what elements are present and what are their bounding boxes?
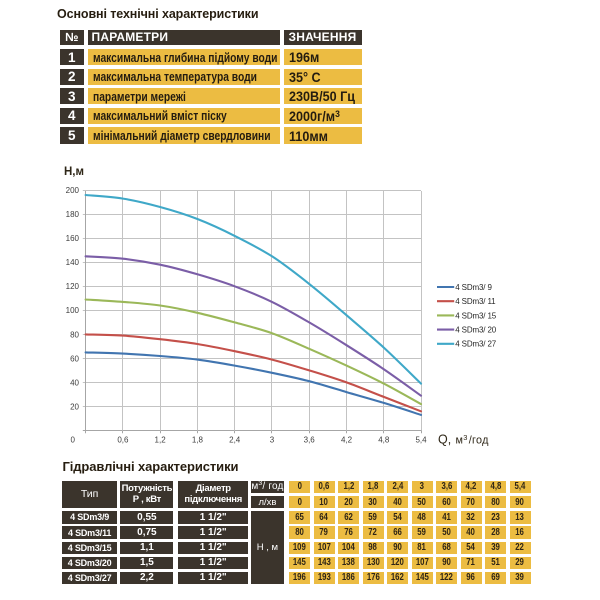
svg-text:180: 180 — [66, 210, 80, 219]
svg-text:120: 120 — [66, 282, 80, 291]
svg-text:40: 40 — [70, 378, 79, 387]
svg-text:100: 100 — [66, 306, 80, 315]
svg-text:м3/год: м3/год — [456, 433, 490, 447]
svg-text:1,8: 1,8 — [192, 436, 204, 445]
svg-text:0: 0 — [70, 436, 75, 445]
svg-text:140: 140 — [66, 258, 80, 267]
svg-text:4,8: 4,8 — [378, 436, 390, 445]
svg-text:20: 20 — [70, 402, 79, 411]
svg-text:0,6: 0,6 — [117, 436, 129, 445]
svg-text:4 SDm3/ 15: 4 SDm3/ 15 — [455, 311, 496, 320]
svg-text:5,4: 5,4 — [415, 436, 427, 445]
svg-text:1,2: 1,2 — [155, 436, 167, 445]
svg-text:2,4: 2,4 — [229, 436, 241, 445]
svg-text:80: 80 — [70, 330, 79, 339]
svg-text:4 SDm3/ 11: 4 SDm3/ 11 — [455, 297, 496, 306]
svg-text:4,2: 4,2 — [341, 436, 353, 445]
svg-text:Н,м: Н,м — [64, 166, 84, 178]
svg-text:4 SDm3/ 27: 4 SDm3/ 27 — [455, 340, 496, 349]
svg-text:3: 3 — [270, 436, 275, 445]
svg-text:160: 160 — [66, 234, 80, 243]
svg-text:Q,: Q, — [438, 433, 451, 447]
svg-text:4 SDm3/ 20: 4 SDm3/ 20 — [455, 326, 496, 335]
svg-text:4 SDm3/ 9: 4 SDm3/ 9 — [455, 283, 492, 292]
svg-text:60: 60 — [70, 354, 79, 363]
svg-text:200: 200 — [66, 186, 80, 195]
svg-text:3,6: 3,6 — [304, 436, 316, 445]
